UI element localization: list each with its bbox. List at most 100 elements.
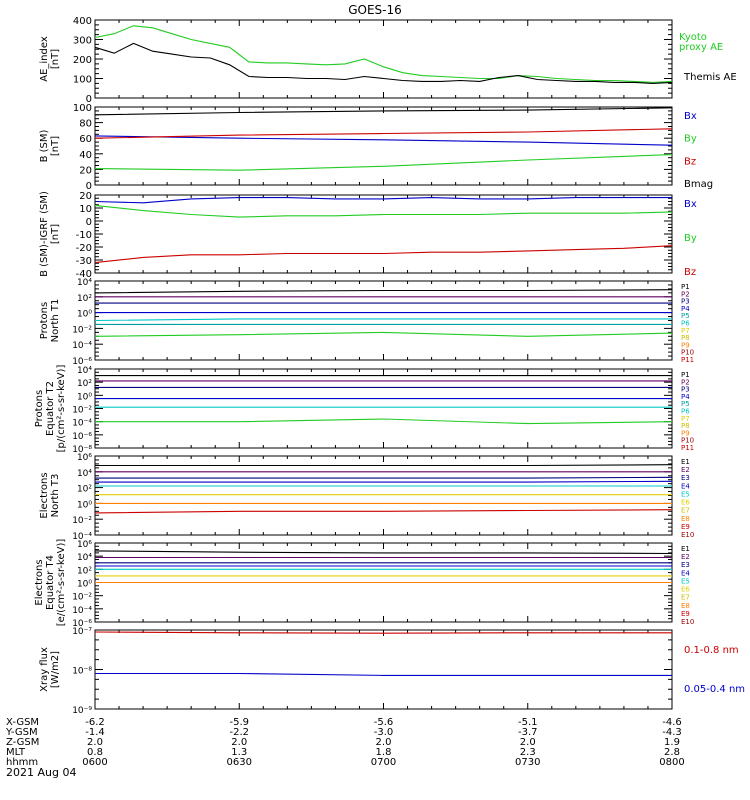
legend-entry: Bx [684,111,697,122]
axis-row-value: 0700 [371,757,396,768]
ytick-label: 200 [73,55,92,66]
legend-channel: P9 [681,429,690,437]
axis-row-value: 2.0 [376,737,392,748]
panel-bigrf: -40 -30 -20 -10 0 10 20 B (SM)-IGRF (SM) [nT] Bx B… [39,191,697,280]
legend-entry: Bz [684,156,696,167]
legend-entry: Themis AE [683,72,737,83]
ytick-label: 10⁴ [77,366,92,376]
series-line-p1 [94,289,673,294]
series-line-bz [94,245,673,264]
series-line-e8 [94,509,673,514]
legend-channel: E2 [681,553,690,561]
ytick-label: 100 [73,103,92,114]
axis-row-value: 0600 [82,757,107,768]
legend-channel: E6 [681,499,690,507]
ytick-label: 10² [77,294,92,304]
ytick-label: 10⁶ [77,540,92,550]
ytick-label: 20 [79,191,92,202]
legend-entry: 0.05-0.4 nm [684,684,745,695]
axis-row-label: X-GSM [6,717,39,728]
axis-row-value: 1.3 [231,747,247,758]
ytick-label: 10⁻⁶ [72,619,92,629]
ytick-label: 10⁰ [77,392,92,402]
series-line-bx [94,135,673,146]
ylabel-line: Equator T4 [45,555,56,610]
ytick-label: 10⁰ [77,580,92,590]
legend-channel: E4 [681,569,690,577]
axis-row-value: 0800 [659,757,684,768]
ytick-label: 10⁰ [77,310,92,320]
ytick-label: 10 [79,204,92,215]
ylabel-line: AE_index [39,36,50,82]
series-line-bmag [94,107,673,116]
ylabel-line: [nT] [50,49,61,69]
ytick-label: 0 [86,217,92,228]
ylabel-line: [nT] [50,224,61,244]
legend-channel: P1 [681,371,690,379]
series-line-themis-ae [94,42,673,84]
ytick-label: 10² [77,566,92,576]
axis-row-value: -2.2 [229,727,249,738]
ylabel-line: Protons [39,302,50,339]
panel-bsm: 0 20 40 60 80 100 B (SM) [nT] Bx By Bz Bmag [39,103,713,192]
axis-row-value: 2.8 [664,747,680,758]
ytick-label: 10⁻⁴ [72,419,92,429]
series-line-0-05-0-4-nm [95,672,672,676]
ytick-label: 80 [79,119,92,130]
axis-row-value: -5.1 [518,717,538,728]
panel-frame [94,455,673,536]
panel-frame [94,194,673,274]
legend-channel: E5 [681,490,690,498]
legend-channel: P8 [681,422,690,430]
legend-channel: E7 [681,507,690,515]
axis-row-value: 0630 [227,757,252,768]
axis-row-value: -6.2 [85,717,105,728]
axis-row-value: -5.9 [229,717,249,728]
legend-channel: E2 [681,466,690,474]
legend-channel: P10 [681,349,694,357]
legend-channel: P5 [681,312,690,320]
ylabel-line: North T3 [50,474,61,518]
ytick-label: 10² [77,485,92,495]
ytick-label: 10⁻⁴ [72,606,92,616]
axis-row-value: 2.0 [231,737,247,748]
legend-channel: P8 [681,334,690,342]
axis-row-value: 0730 [515,757,540,768]
ytick-label: 10² [77,379,92,389]
legend-channel: P6 [681,408,690,416]
date-label: 2021 Aug 04 [6,766,76,779]
ylabel-line: [e/(cm²-s-sr-keV)] [56,539,67,627]
legend-channel: P7 [681,327,690,335]
ylabel-line: B (SM) [39,129,50,162]
legend-channel: P3 [681,386,690,394]
ytick-label: 300 [73,36,92,47]
legend-entry: Bmag [684,179,713,190]
legend-channel: P2 [681,290,690,298]
axis-row-label: Y-GSM [5,727,38,738]
series-line-by [94,128,673,139]
series-line-e4 [95,480,673,483]
ytick-label: 0 [86,94,92,105]
ytick-label: 60 [79,134,92,145]
ytick-label: 10⁻⁴ [72,341,92,351]
axis-row-value: 0.8 [87,747,103,758]
panel-prote: 10⁻⁸ 10⁻⁶ 10⁻⁴ 10⁻² 10⁰ 10² 10⁴ Protons Equator … [34,365,694,455]
panel-xray: 10⁻⁹ 10⁻⁸ 10⁻⁷ Xray flux [W/m2] 0.1-0.8 nm 0.0… [39,627,745,716]
ytick-label: 10⁴ [77,278,92,288]
legend-entry: Bz [684,267,696,278]
legend-channel: E9 [681,523,690,531]
ytick-label: 10⁴ [77,469,92,479]
axis-row-value: 1.8 [376,747,392,758]
ytick-label: 0 [86,181,92,192]
ylabel-line: Electrons [34,559,45,605]
ytick-label: 10⁻⁸ [72,667,92,677]
legend-channel: P2 [681,378,690,386]
legend-channel: P11 [681,444,694,452]
axis-row-value: 2.3 [520,747,536,758]
ylabel-line: [W/m2] [50,651,61,688]
legend-channel: E3 [681,561,690,569]
series-line-0-1-0-8-nm [94,631,672,634]
